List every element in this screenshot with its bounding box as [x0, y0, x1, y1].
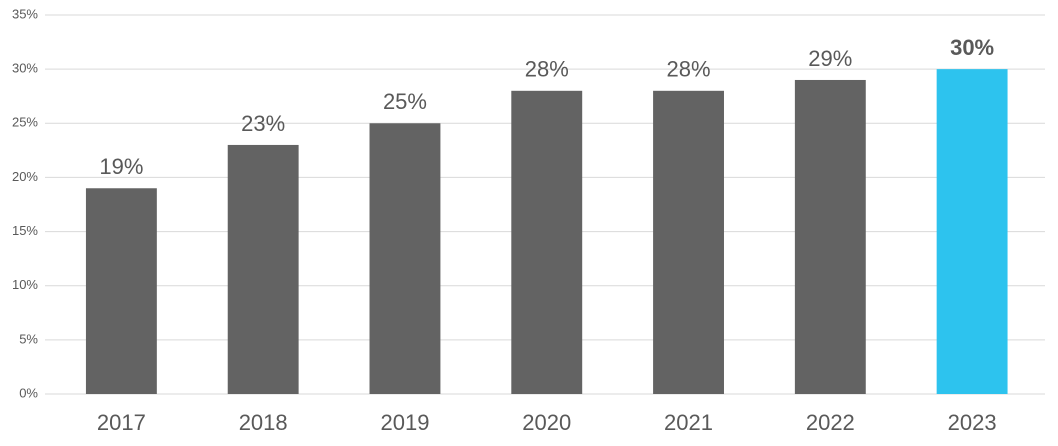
bar	[653, 90, 724, 395]
bar	[369, 123, 441, 395]
value-label: 28%	[525, 57, 569, 82]
x-tick-label: 2023	[948, 410, 997, 435]
bar	[85, 188, 157, 394]
y-tick-label: 30%	[12, 61, 38, 76]
y-tick-label: 15%	[12, 223, 38, 238]
x-tick-label: 2017	[97, 410, 146, 435]
y-tick-label: 35%	[12, 6, 38, 21]
y-tick-label: 10%	[12, 277, 38, 292]
bar	[794, 79, 866, 394]
value-label: 29%	[808, 46, 852, 71]
bar	[511, 90, 583, 395]
value-label: 19%	[99, 154, 143, 179]
value-label: 25%	[383, 89, 427, 114]
value-label: 28%	[667, 57, 711, 82]
x-tick-label: 2021	[664, 410, 713, 435]
y-tick-label: 20%	[12, 169, 38, 184]
x-tick-label: 2019	[380, 410, 429, 435]
x-tick-label: 2018	[239, 410, 288, 435]
y-tick-label: 5%	[19, 331, 38, 346]
value-label: 30%	[950, 35, 994, 60]
y-tick-label: 0%	[19, 385, 38, 400]
x-tick-label: 2022	[806, 410, 855, 435]
x-tick-label: 2020	[522, 410, 571, 435]
value-label: 23%	[241, 111, 285, 136]
y-tick-label: 25%	[12, 115, 38, 130]
bar	[227, 144, 299, 394]
bar	[936, 69, 1008, 395]
